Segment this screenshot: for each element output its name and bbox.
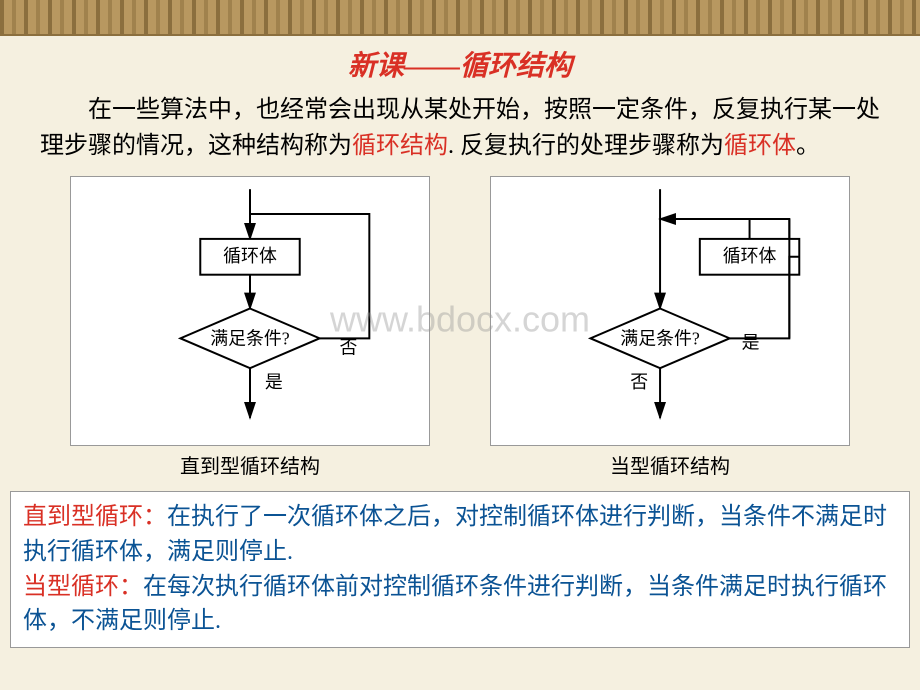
- d2-yes-label: 是: [742, 332, 760, 352]
- diagram-1-wrapper: 循环体 满足条件? 否 是 直到型循环结构: [70, 176, 430, 479]
- d2-no-label: 否: [630, 372, 648, 392]
- diagram-1-caption: 直到型循环结构: [70, 450, 430, 479]
- def2-label: 当型循环：: [23, 574, 143, 600]
- definition-2: 当型循环：在每次执行循环体前对控制循环条件进行判断，当条件满足时执行循环体，不满…: [23, 570, 897, 640]
- def1-label: 直到型循环：: [23, 504, 167, 530]
- diagram-2-caption: 当型循环结构: [490, 450, 850, 479]
- diagrams-container: www.bdocx.com 循环体 满足条件? 否: [0, 164, 920, 491]
- d1-yes-label: 是: [265, 372, 283, 392]
- diagram-2-svg: 循环体 满足条件? 是 否: [491, 177, 849, 445]
- intro-text-2: . 反复执行的处理步骤称为: [448, 133, 724, 159]
- diagram-2-box: 循环体 满足条件? 是 否: [490, 176, 850, 446]
- definitions-box: 直到型循环：在执行了一次循环体之后，对控制循环体进行判断，当条件不满足时执行循环…: [10, 491, 910, 648]
- diagram-2-wrapper: 循环体 满足条件? 是 否 当型循环结构: [490, 176, 850, 479]
- d2-cond-label: 满足条件?: [620, 328, 700, 348]
- intro-text-3: 。: [796, 133, 820, 159]
- page-title: 新课——循环结构: [0, 36, 920, 92]
- d1-cond-label: 满足条件?: [210, 328, 290, 348]
- d2-body-label: 循环体: [723, 246, 777, 266]
- definition-1: 直到型循环：在执行了一次循环体之后，对控制循环体进行判断，当条件不满足时执行循环…: [23, 500, 897, 570]
- d1-no-label: 否: [340, 337, 358, 357]
- diagram-1-box: 循环体 满足条件? 否 是: [70, 176, 430, 446]
- decorative-border: [0, 0, 920, 36]
- diagram-1-svg: 循环体 满足条件? 否 是: [71, 177, 429, 445]
- def2-text: 在每次执行循环体前对控制循环条件进行判断，当条件满足时执行循环体，不满足则停止.: [23, 574, 887, 635]
- intro-paragraph: 在一些算法中，也经常会出现从某处开始，按照一定条件，反复执行某一处理步骤的情况，…: [0, 92, 920, 164]
- d1-body-label: 循环体: [223, 246, 277, 266]
- intro-highlight-2: 循环体: [724, 133, 796, 159]
- intro-highlight-1: 循环结构: [352, 133, 448, 159]
